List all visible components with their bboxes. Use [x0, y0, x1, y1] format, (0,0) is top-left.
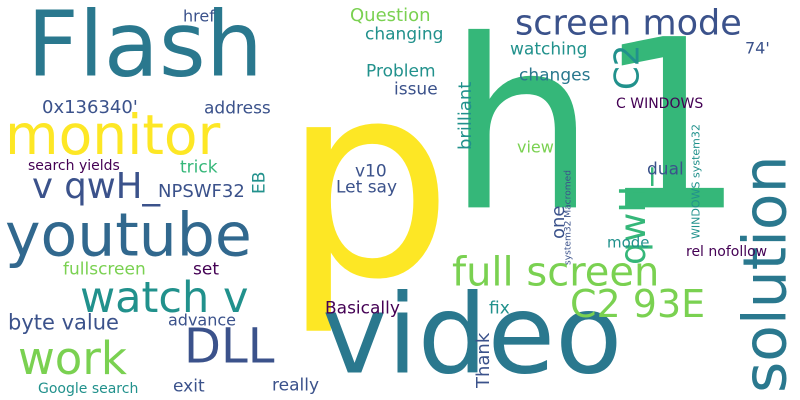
word-c-windows: C WINDOWS [616, 94, 704, 112]
word-thank: Thank [472, 332, 494, 388]
word-fullscreen: fullscreen [63, 258, 146, 279]
word-npswf32: NPSWF32 [158, 180, 245, 202]
word-screen-mode: screen mode [515, 1, 742, 43]
word-brilliant: brilliant [454, 81, 476, 150]
word-advance: advance [168, 310, 237, 330]
word-video: video [322, 270, 623, 399]
word-really: really [272, 374, 319, 395]
word-youtube: youtube [5, 199, 252, 270]
word-href: href [183, 6, 215, 26]
word-view: view [517, 137, 554, 157]
word-issue: issue [394, 78, 438, 99]
word-c2-93e: C2 93E [570, 281, 706, 327]
word-p: p [282, 23, 454, 340]
word-solution: solution [729, 155, 800, 393]
word-work: work [18, 331, 127, 385]
word-full-screen: full screen [452, 248, 660, 296]
word-mode: mode [607, 233, 650, 252]
word-search-yields: search yields [28, 156, 120, 174]
word-question: Question [350, 4, 431, 26]
word-exit: exit [173, 375, 205, 396]
word-changing: changing [365, 23, 444, 44]
word-flash: Flash [27, 0, 263, 98]
word-let-say: Let say [336, 176, 398, 197]
word-watch-v: watch v [80, 272, 249, 323]
word-74: 74' [745, 38, 770, 58]
word-changes: changes [519, 64, 591, 85]
word-v-qwh: v qwH_ [32, 164, 161, 207]
word-c2: C2 [606, 44, 647, 90]
word-watching: watching [510, 38, 588, 59]
word-trick: trick [180, 156, 218, 177]
word-windows-system32: WINDOWS system32 [689, 124, 702, 239]
word-monitor: monitor [5, 103, 221, 168]
word-fix: fix [489, 297, 510, 318]
word-problem: Problem [366, 60, 436, 81]
word-address: address [204, 97, 271, 118]
word-basically: Basically [325, 297, 400, 318]
word-0x136340: 0x136340' [42, 96, 138, 118]
word-rel-nofollow: rel nofollow [686, 242, 768, 260]
word-dual: dual [647, 158, 684, 179]
word-byte-value: byte value [8, 310, 119, 335]
word-dll: DLL [184, 317, 275, 374]
word-v10: v10 [355, 160, 387, 181]
word-system32-macromed: system32 Macromed [562, 170, 573, 265]
word-google-search: Google search [38, 379, 139, 397]
word-set: set [193, 258, 219, 279]
word-eb: EB [248, 171, 269, 194]
word-h1: h1 [447, 0, 746, 264]
